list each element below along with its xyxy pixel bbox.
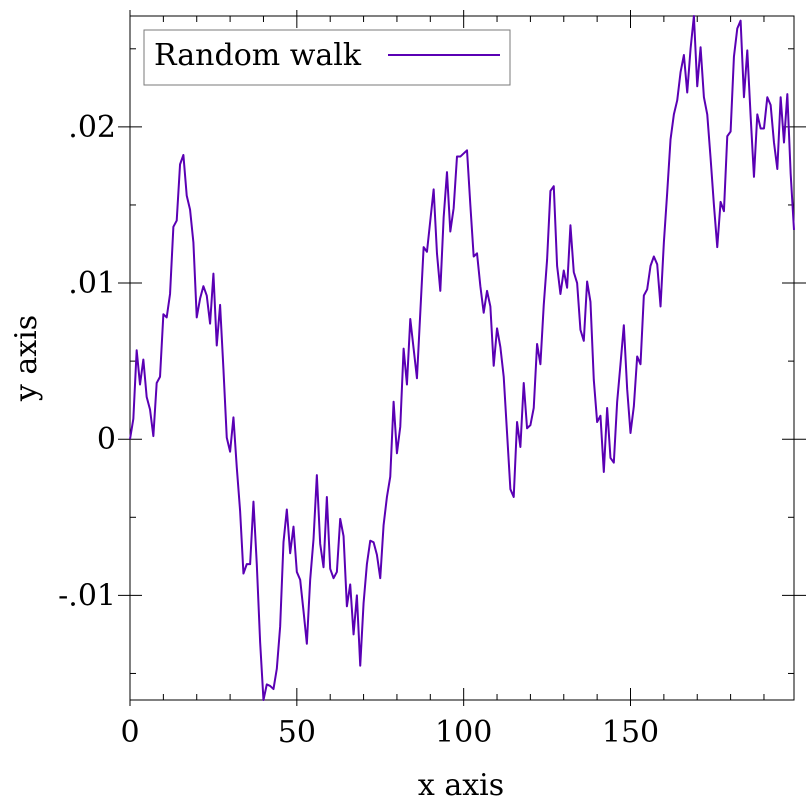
plot-frame: [129, 15, 795, 701]
y-tick-label: 0: [97, 422, 116, 457]
x-tick-label: 0: [120, 715, 139, 750]
y-axis-label: y axis: [9, 315, 44, 402]
tick-labels: 0 50 100 150 -.01 0 .01 .02: [58, 110, 659, 750]
x-axis-label: x axis: [418, 768, 504, 803]
y-tick-label: .01: [68, 266, 116, 301]
y-tick-label: -.01: [58, 578, 116, 613]
x-tick-label: 50: [278, 715, 316, 750]
legend-box: [143, 29, 511, 86]
y-tick-label: .02: [68, 110, 116, 145]
axis-ticks: [118, 10, 806, 706]
legend-label: Random walk: [154, 38, 362, 73]
x-tick-label: 150: [602, 715, 659, 750]
legend: Random walk: [143, 29, 511, 86]
random-walk-line: [129, 15, 795, 701]
x-tick-label: 100: [435, 715, 492, 750]
